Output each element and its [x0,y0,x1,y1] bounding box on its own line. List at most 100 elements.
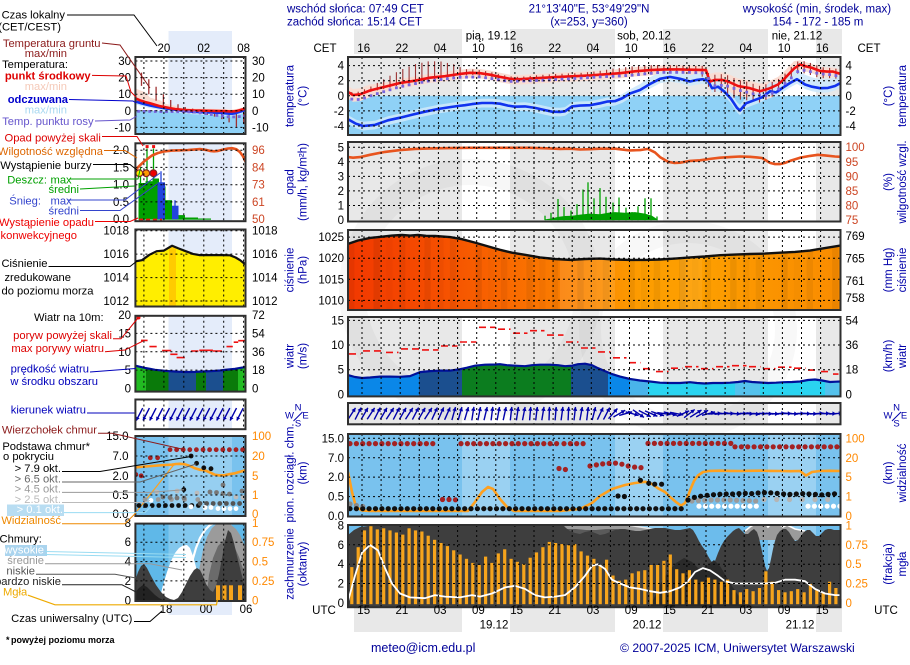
svg-text:61: 61 [252,197,265,209]
svg-text:154 - 172 - 185 m: 154 - 172 - 185 m [773,17,864,29]
svg-text:widzialność: widzialność [897,443,909,503]
svg-text:2.0: 2.0 [113,471,129,483]
svg-text:Czas uniwersalny (UTC): Czas uniwersalny (UTC) [11,613,132,625]
svg-text:max/min: max/min [25,48,67,60]
svg-text:(hPa): (hPa) [298,256,310,284]
svg-text:15: 15 [816,605,829,617]
svg-text:1015: 1015 [318,274,344,286]
svg-text:temperatura: temperatura [897,64,909,127]
svg-text:5: 5 [338,142,344,154]
svg-text:-2: -2 [334,106,344,118]
svg-text:03: 03 [740,605,753,617]
svg-text:50: 50 [252,214,265,226]
svg-text:04: 04 [740,43,753,55]
svg-text:4: 4 [846,61,853,73]
svg-text:21: 21 [396,605,409,617]
svg-text:-4: -4 [334,121,345,133]
svg-text:769: 769 [846,231,865,243]
svg-text:73: 73 [252,180,265,192]
svg-text:-4: -4 [846,121,857,133]
svg-text:2: 2 [338,579,344,591]
svg-text:15: 15 [357,605,370,617]
svg-text:o pokryciu: o pokryciu [3,451,54,463]
svg-text:0.75: 0.75 [846,540,868,552]
svg-text:15: 15 [663,605,676,617]
svg-text:0: 0 [846,91,852,103]
svg-text:sob, 20.12: sob, 20.12 [617,31,671,43]
svg-text:10: 10 [118,347,131,359]
svg-text:0: 0 [252,106,258,118]
svg-text:0: 0 [125,106,131,118]
svg-text:10: 10 [252,89,265,101]
svg-text:(°C): (°C) [883,86,895,107]
svg-text:2.0: 2.0 [328,472,344,484]
svg-text:nie, 21.12: nie, 21.12 [772,31,823,43]
svg-text:2: 2 [846,76,852,88]
svg-text:10: 10 [778,43,791,55]
svg-text:1016: 1016 [252,249,278,261]
svg-text:(°C): (°C) [298,86,310,107]
svg-text:15: 15 [331,315,344,327]
svg-text:36: 36 [252,347,265,359]
svg-text:16: 16 [357,43,370,55]
svg-text:20.12: 20.12 [633,620,662,632]
svg-text:Wystąpienie burzy: Wystąpienie burzy [0,160,92,172]
svg-text:1018: 1018 [103,226,129,238]
svg-text:6: 6 [338,540,344,552]
svg-text:E: E [901,411,907,422]
svg-text:95: 95 [846,157,859,169]
svg-text:18: 18 [846,365,859,377]
svg-text:22: 22 [396,43,409,55]
svg-text:(km): (km) [883,461,895,484]
svg-text:powyżej poziomu morza: powyżej poziomu morza [11,635,116,645]
svg-text:30: 30 [252,56,265,68]
svg-text:meteo@icm.edu.pl: meteo@icm.edu.pl [371,641,475,655]
svg-text:zachód słońca: 15:14 CET: zachód słońca: 15:14 CET [287,17,422,29]
svg-text:761: 761 [846,276,865,288]
svg-text:758: 758 [846,293,865,305]
svg-text:(oktanty): (oktanty) [298,541,310,586]
svg-text:16: 16 [816,43,829,55]
svg-text:85: 85 [846,186,859,198]
svg-text:0.25: 0.25 [846,579,868,591]
svg-text:zredukowane: zredukowane [4,272,71,284]
svg-text:7.0: 7.0 [113,451,129,463]
svg-text:(%): (%) [883,173,895,191]
svg-text:20: 20 [118,73,131,85]
svg-text:kierunek wiatru: kierunek wiatru [11,404,86,416]
svg-text:8: 8 [125,518,131,530]
svg-text:20: 20 [252,73,265,85]
svg-text:S: S [893,419,899,430]
svg-text:średni: średni [49,184,79,196]
svg-text:0.5: 0.5 [846,559,862,571]
svg-text:UTC: UTC [312,605,336,617]
svg-text:20: 20 [118,310,131,322]
svg-text:CET: CET [314,43,337,55]
svg-text:(x=253, y=360): (x=253, y=360) [550,17,628,29]
svg-text:E: E [302,411,308,422]
svg-text:pion. rozciągł. chm.: pion. rozciągł. chm. [285,423,297,522]
svg-text:0: 0 [252,384,258,396]
svg-text:opad: opad [285,169,297,195]
svg-text:06: 06 [240,604,253,616]
svg-text:S: S [295,419,301,430]
svg-text:80: 80 [846,201,859,213]
svg-text:03: 03 [587,605,600,617]
svg-text:1: 1 [252,518,258,530]
svg-text:1016: 1016 [103,249,129,261]
svg-text:0.0: 0.0 [113,214,129,226]
svg-text:wilgotność wzgl.: wilgotność wzgl. [897,140,909,224]
svg-text:4: 4 [338,559,345,571]
svg-text:84: 84 [252,162,265,174]
svg-text:N: N [295,403,302,414]
svg-text:1018: 1018 [252,226,278,238]
svg-text:09: 09 [472,605,485,617]
svg-text:75: 75 [846,215,859,227]
svg-text:18: 18 [252,365,265,377]
svg-text:1014: 1014 [252,273,278,285]
svg-text:10: 10 [331,340,344,352]
svg-text:w środku obszaru: w środku obszaru [9,376,98,388]
svg-text:02: 02 [197,43,210,55]
svg-text:(CET/CEST): (CET/CEST) [0,21,61,33]
svg-text:1: 1 [846,521,852,533]
